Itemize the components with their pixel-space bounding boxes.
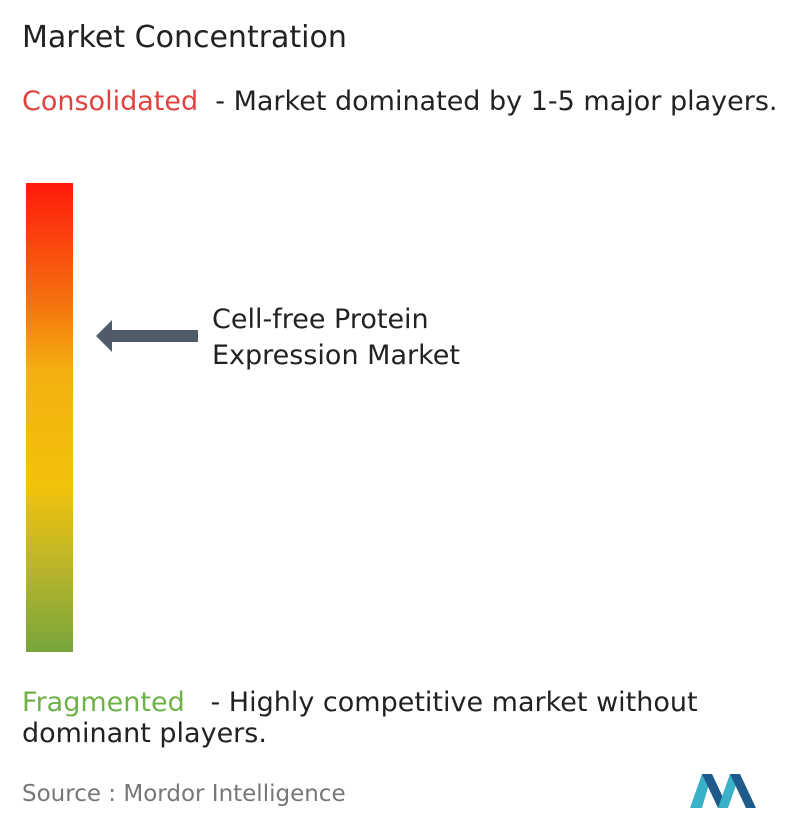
concentration-gradient bbox=[26, 183, 73, 652]
logo bbox=[690, 774, 756, 808]
source-label: Source : bbox=[22, 781, 117, 807]
arrow-shape bbox=[96, 320, 198, 352]
consolidated-row: Consolidated - Market dominated by 1-5 m… bbox=[22, 86, 792, 117]
consolidated-description: - Market dominated by 1-5 major players. bbox=[215, 86, 778, 117]
fragmented-row: Fragmented - Highly competitive market w… bbox=[22, 687, 792, 749]
marker-line: Expression Market bbox=[212, 340, 460, 371]
logo-part bbox=[730, 774, 756, 808]
source-name: Mordor Intelligence bbox=[123, 781, 346, 807]
marker-arrow bbox=[96, 320, 198, 352]
marker-line: Cell-free Protein bbox=[212, 304, 429, 335]
marker-label: Cell-free Protein Expression Market bbox=[212, 302, 460, 374]
title: Market Concentration bbox=[22, 20, 347, 55]
fragmented-label: Fragmented bbox=[22, 687, 185, 718]
source: Source : Mordor Intelligence bbox=[22, 781, 346, 807]
fragmented-description: - Highly competitive market without domi… bbox=[22, 687, 698, 749]
consolidated-label: Consolidated bbox=[22, 86, 199, 117]
